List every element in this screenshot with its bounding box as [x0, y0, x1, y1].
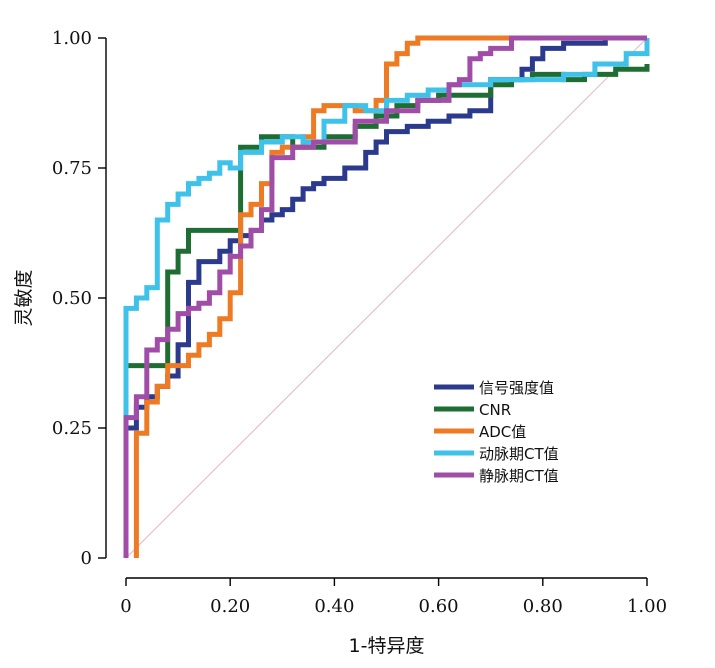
x-tick-label-5: 1.00: [627, 596, 667, 617]
y-tick-label-2: 0.50: [52, 288, 92, 309]
legend-label-4: 动脉期CT值: [479, 445, 559, 463]
x-tick-label-3: 0.60: [419, 596, 459, 617]
reference-diagonal-line: [125, 37, 648, 559]
axes-layer: 0 0.20 0.40 0.60 0.80 1.00 0 0.25 0.50 0.75 1.00: [52, 28, 667, 617]
series-line-4: [123, 38, 650, 558]
y-tick-label-0: 0: [81, 548, 92, 569]
legend-label-1: 信号强度值: [479, 379, 554, 397]
y-axis-title: 灵敏度: [13, 269, 35, 326]
x-tick-label-1: 0.20: [210, 596, 250, 617]
x-tick-label-4: 0.80: [523, 596, 563, 617]
series-line-3: [133, 35, 647, 558]
x-axis-title: 1-特异度: [349, 635, 425, 657]
y-tick-label-3: 0.75: [52, 158, 92, 179]
y-tick-label-1: 0.25: [52, 418, 92, 439]
legend-label-5: 静脉期CT值: [479, 467, 559, 485]
reference-layer: [125, 37, 648, 559]
x-tick-label-2: 0.40: [314, 596, 354, 617]
series-line-5: [123, 35, 647, 558]
x-tick-label-0: 0: [120, 596, 131, 617]
legend-label-2: CNR: [479, 401, 511, 419]
series-layer: [123, 35, 650, 558]
y-tick-label-4: 1.00: [52, 28, 92, 49]
legend-label-3: ADC值: [479, 423, 526, 441]
